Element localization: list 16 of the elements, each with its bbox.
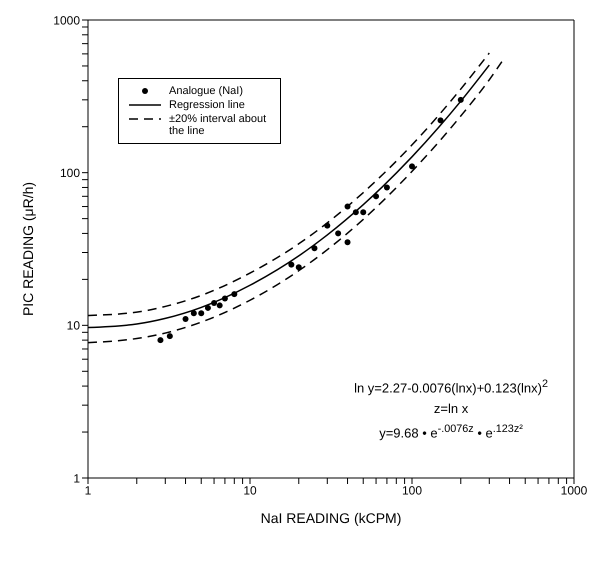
x-tick-label: 100 [402, 484, 422, 498]
y-axis-title: PIC READING (μR/h) [20, 182, 36, 316]
legend-label: Analogue (NaI) [169, 85, 243, 97]
x-tick-label: 1 [84, 484, 92, 498]
x-axis-title: NaI READING (kCPM) [260, 510, 402, 526]
y-tick-label: 100 [60, 166, 80, 180]
legend-label: ±20% interval about the line [169, 113, 268, 137]
x-tick-label: 10 [243, 484, 257, 498]
annotation: ln y=2.27-0.0076(lnx)+0.123(lnx)$^{2}$ [354, 377, 548, 398]
legend-label: Regression line [169, 99, 245, 111]
annotation: z=ln x [432, 400, 470, 418]
y-tick-label: 1000 [53, 13, 80, 28]
annotation: y=9.68 • e$^{-.0076z}$ • e$^{.123z²}$ [378, 422, 524, 442]
x-tick-label: 1000 [560, 484, 588, 498]
y-tick-label: 10 [66, 318, 80, 333]
y-tick-label: 1 [73, 471, 80, 486]
